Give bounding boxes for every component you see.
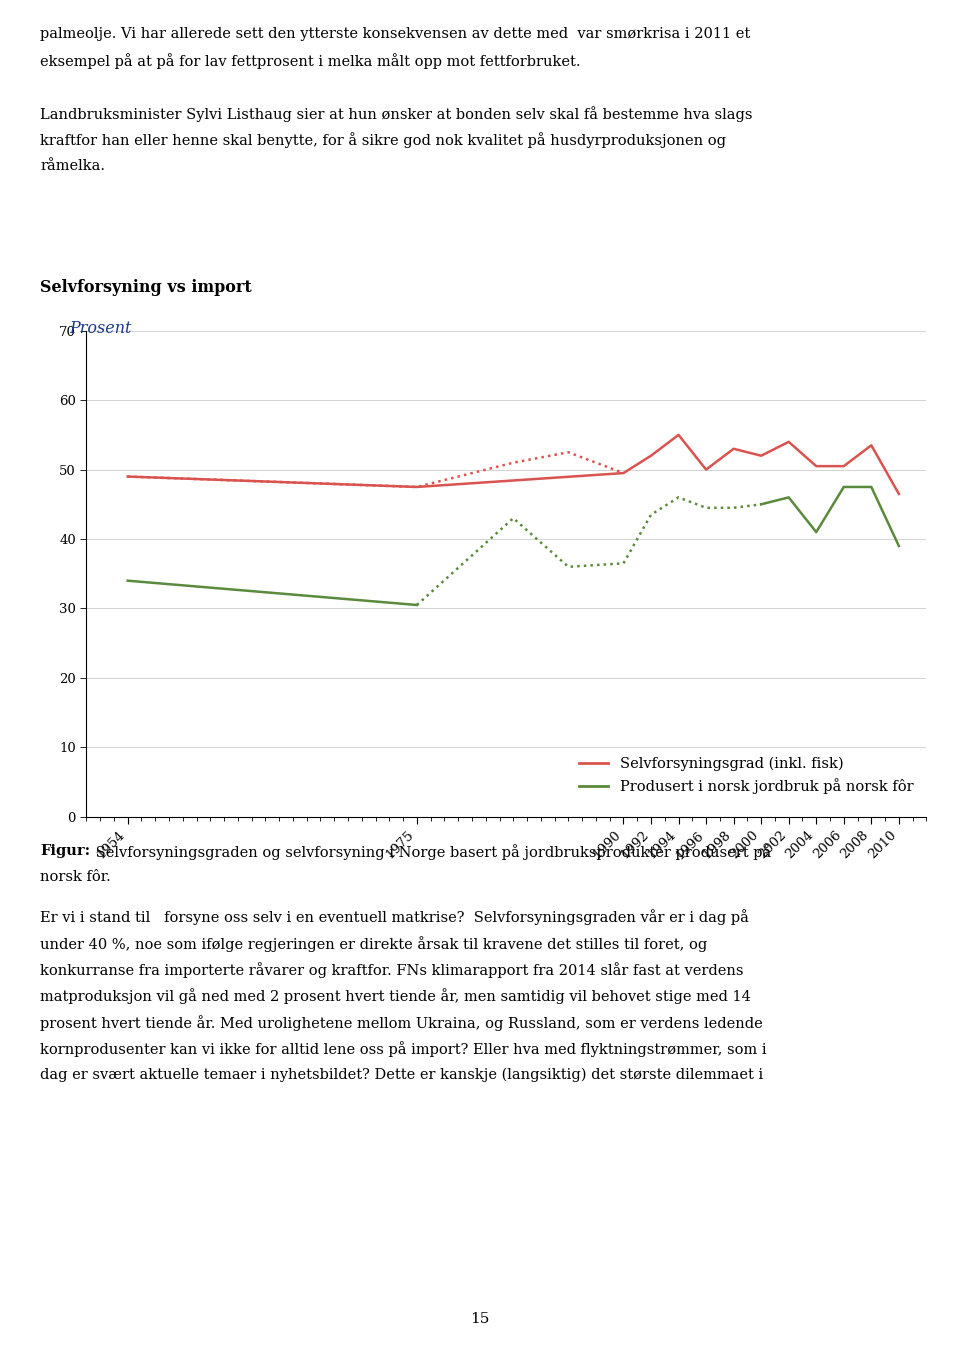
Text: under 40 %, noe som ifølge regjeringen er direkte årsak til kravene det stilles : under 40 %, noe som ifølge regjeringen e… xyxy=(40,936,708,952)
Text: Figur:: Figur: xyxy=(40,844,90,857)
Text: prosent hvert tiende år. Med urolighetene mellom Ukraina, og Russland, som er ve: prosent hvert tiende år. Med uroligheten… xyxy=(40,1015,763,1031)
Text: 15: 15 xyxy=(470,1312,490,1326)
Text: kraftfor han eller henne skal benytte, for å sikre god nok kvalitet på husdyrpro: kraftfor han eller henne skal benytte, f… xyxy=(40,132,727,148)
Text: eksempel på at på for lav fettprosent i melka målt opp mot fettforbruket.: eksempel på at på for lav fettprosent i … xyxy=(40,54,581,69)
Text: råmelka.: råmelka. xyxy=(40,158,106,173)
Text: Er vi i stand til   forsyne oss selv i en eventuell matkrise?  Selvforsyningsgra: Er vi i stand til forsyne oss selv i en … xyxy=(40,910,749,926)
Text: dag er svært aktuelle temaer i nyhetsbildet? Dette er kanskje (langsiktig) det s: dag er svært aktuelle temaer i nyhetsbil… xyxy=(40,1068,763,1081)
Text: Prosent: Prosent xyxy=(69,320,132,338)
Text: palmeolje. Vi har allerede sett den ytterste konsekvensen av dette med  var smør: palmeolje. Vi har allerede sett den ytte… xyxy=(40,27,751,40)
Text: norsk fôr.: norsk fôr. xyxy=(40,871,111,884)
Text: Landbruksminister Sylvi Listhaug sier at hun ønsker at bonden selv skal få beste: Landbruksminister Sylvi Listhaug sier at… xyxy=(40,107,753,122)
Text: kornprodusenter kan vi ikke for alltid lene oss på import? Eller hva med flyktni: kornprodusenter kan vi ikke for alltid l… xyxy=(40,1041,767,1057)
Text: konkurranse fra importerte råvarer og kraftfor. FNs klimarapport fra 2014 slår f: konkurranse fra importerte råvarer og kr… xyxy=(40,963,744,979)
Text: Selvforsyning vs import: Selvforsyning vs import xyxy=(40,279,252,297)
Legend: Selvforsyningsgrad (inkl. fisk), Produsert i norsk jordbruk på norsk fôr: Selvforsyningsgrad (inkl. fisk), Produse… xyxy=(573,751,919,799)
Text: matproduksjon vil gå ned med 2 prosent hvert tiende år, men samtidig vil behovet: matproduksjon vil gå ned med 2 prosent h… xyxy=(40,988,751,1004)
Text: Selvforsyningsgraden og selvforsyning i Norge basert på jordbruksprodukter produ: Selvforsyningsgraden og selvforsyning i … xyxy=(91,844,772,860)
